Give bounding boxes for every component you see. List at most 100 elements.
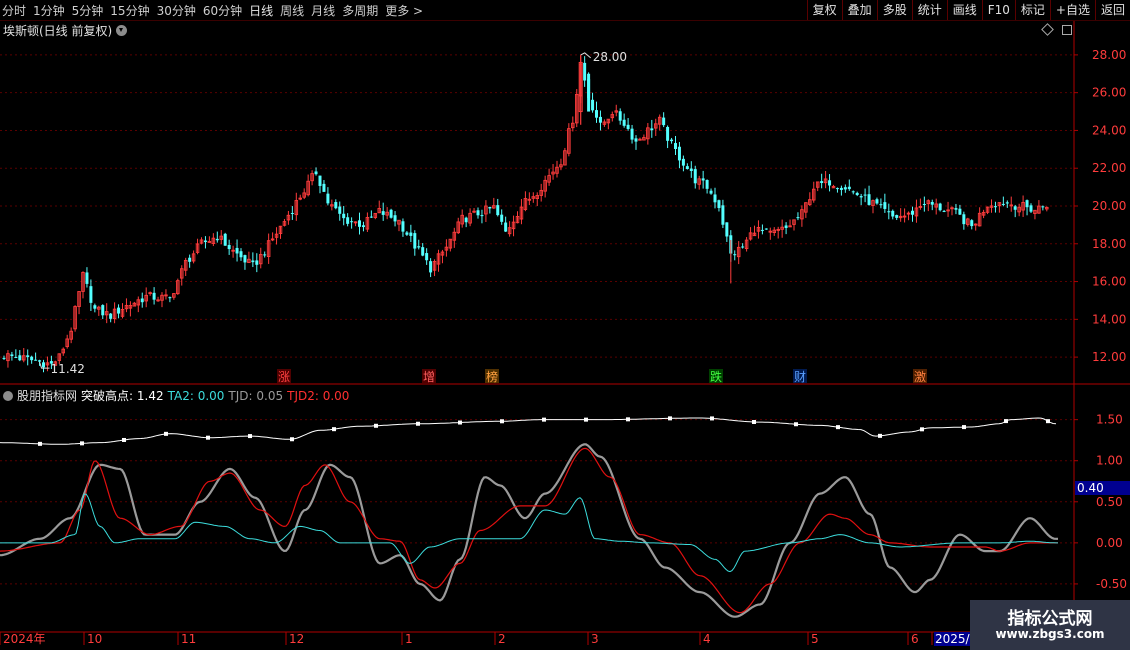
- period-tab-6[interactable]: 日线: [249, 3, 274, 18]
- candle-body: [85, 272, 89, 284]
- toolbar-button-4[interactable]: 画线: [946, 0, 982, 20]
- candle-body: [780, 226, 784, 230]
- candle-body: [274, 233, 279, 238]
- candle-body: [938, 203, 942, 211]
- toolbar-button-6[interactable]: 标记: [1014, 0, 1050, 20]
- event-marker-3: 跌: [710, 369, 722, 384]
- candle-body: [606, 118, 611, 124]
- ta-dot: [794, 422, 798, 427]
- toolbar-button-8[interactable]: 返回: [1094, 0, 1130, 20]
- candle-body: [405, 232, 409, 235]
- candle-body: [176, 280, 180, 295]
- period-tab-9[interactable]: 多周期: [342, 3, 379, 18]
- candle-body: [480, 215, 484, 217]
- candle-body: [444, 246, 449, 251]
- candle-body: [401, 221, 405, 232]
- candle-body: [231, 249, 235, 252]
- toolbar-button-1[interactable]: 叠加: [841, 0, 877, 20]
- period-tab-2[interactable]: 5分钟: [71, 3, 104, 18]
- ta-dot: [668, 416, 672, 421]
- candle-body: [895, 215, 899, 218]
- period-tab-7[interactable]: 周线: [280, 3, 305, 18]
- candle-body: [681, 158, 685, 166]
- ta-dot: [962, 425, 966, 430]
- candle-body: [160, 294, 164, 301]
- candle-body: [456, 221, 461, 234]
- candle-body: [393, 215, 397, 222]
- toolbar-button-3[interactable]: 统计: [911, 0, 947, 20]
- period-tab-10[interactable]: 更多 >: [385, 3, 424, 18]
- ta-dot: [416, 421, 420, 426]
- candle-body: [918, 205, 923, 208]
- candle-body: [792, 219, 796, 225]
- high-candle-body: [578, 61, 583, 113]
- candle-body: [997, 202, 1002, 207]
- candle-body: [179, 268, 184, 279]
- candle-body: [555, 166, 559, 174]
- candle-body: [741, 246, 745, 248]
- dropdown-icon[interactable]: [116, 25, 128, 36]
- candle-body: [1021, 201, 1025, 211]
- candle-body: [709, 190, 713, 194]
- square-icon[interactable]: [1062, 25, 1072, 35]
- candle-body: [425, 253, 429, 261]
- x-label-10: 2025/0: [935, 632, 977, 646]
- candle-body: [977, 212, 982, 227]
- event-marker-1: 增: [423, 370, 435, 384]
- period-tab-3[interactable]: 15分钟: [110, 3, 150, 18]
- candle-body: [776, 228, 780, 231]
- candle-body: [843, 187, 847, 190]
- candle-body: [989, 205, 994, 208]
- ind-tick-label: 1.50: [1096, 413, 1123, 427]
- candle-body: [89, 286, 93, 303]
- toolbar-button-2[interactable]: 多股: [876, 0, 912, 20]
- indicator-settings-icon[interactable]: [3, 390, 13, 401]
- event-marker-bg: [422, 369, 436, 383]
- candle-body: [531, 196, 536, 199]
- toolbar-button-5[interactable]: F10: [981, 0, 1015, 20]
- indicator-title-bar: 股朋指标网 突破高点: 1.42 TA2: 0.00 TJD: 0.05 TJD…: [3, 387, 353, 404]
- candle-body: [610, 114, 615, 119]
- x-label-4: 1: [405, 632, 413, 646]
- period-tab-5[interactable]: 60分钟: [202, 3, 243, 18]
- candle-body: [871, 200, 875, 206]
- period-tab-1[interactable]: 1分钟: [33, 3, 65, 18]
- candle-body: [954, 208, 958, 210]
- indicator-name[interactable]: 股朋指标网: [17, 389, 78, 403]
- stock-title-bar: 埃斯顿(日线 前复权): [3, 22, 128, 39]
- candle-body: [152, 292, 156, 300]
- toolbar-button-7[interactable]: +自选: [1049, 0, 1095, 20]
- ta-dot: [710, 416, 714, 421]
- candle-body: [519, 206, 524, 220]
- candle-body: [373, 212, 378, 218]
- candle-body: [488, 206, 492, 209]
- event-marker-bg: [277, 369, 291, 383]
- x-label-1: 10: [87, 632, 102, 646]
- candle-body: [93, 305, 97, 309]
- candle-body: [507, 227, 512, 235]
- candle-body: [1025, 200, 1029, 208]
- event-marker-4: 财: [794, 370, 806, 384]
- max-arrow: [580, 52, 592, 59]
- red-indicator-line: [0, 447, 1058, 614]
- period-tab-0[interactable]: 分时: [2, 3, 27, 18]
- candle-body: [1013, 206, 1017, 210]
- candle-body: [823, 178, 828, 184]
- candle-body: [361, 225, 365, 228]
- candle-body: [1045, 206, 1049, 210]
- candle-body: [756, 226, 761, 232]
- period-tab-4[interactable]: 30分钟: [156, 3, 196, 18]
- candle-body: [887, 211, 891, 213]
- toolbar-button-0[interactable]: 复权: [806, 0, 842, 20]
- ind-tick-label: 1.00: [1096, 454, 1123, 468]
- candle-body: [1037, 205, 1041, 214]
- candle-body: [191, 253, 196, 262]
- candle-body: [369, 216, 373, 218]
- candle-body: [472, 210, 476, 213]
- candle-body: [970, 220, 974, 227]
- candle-body: [235, 247, 239, 254]
- period-tab-8[interactable]: 月线: [311, 3, 336, 18]
- candle-body: [847, 186, 851, 190]
- current-value-box: [1075, 481, 1130, 495]
